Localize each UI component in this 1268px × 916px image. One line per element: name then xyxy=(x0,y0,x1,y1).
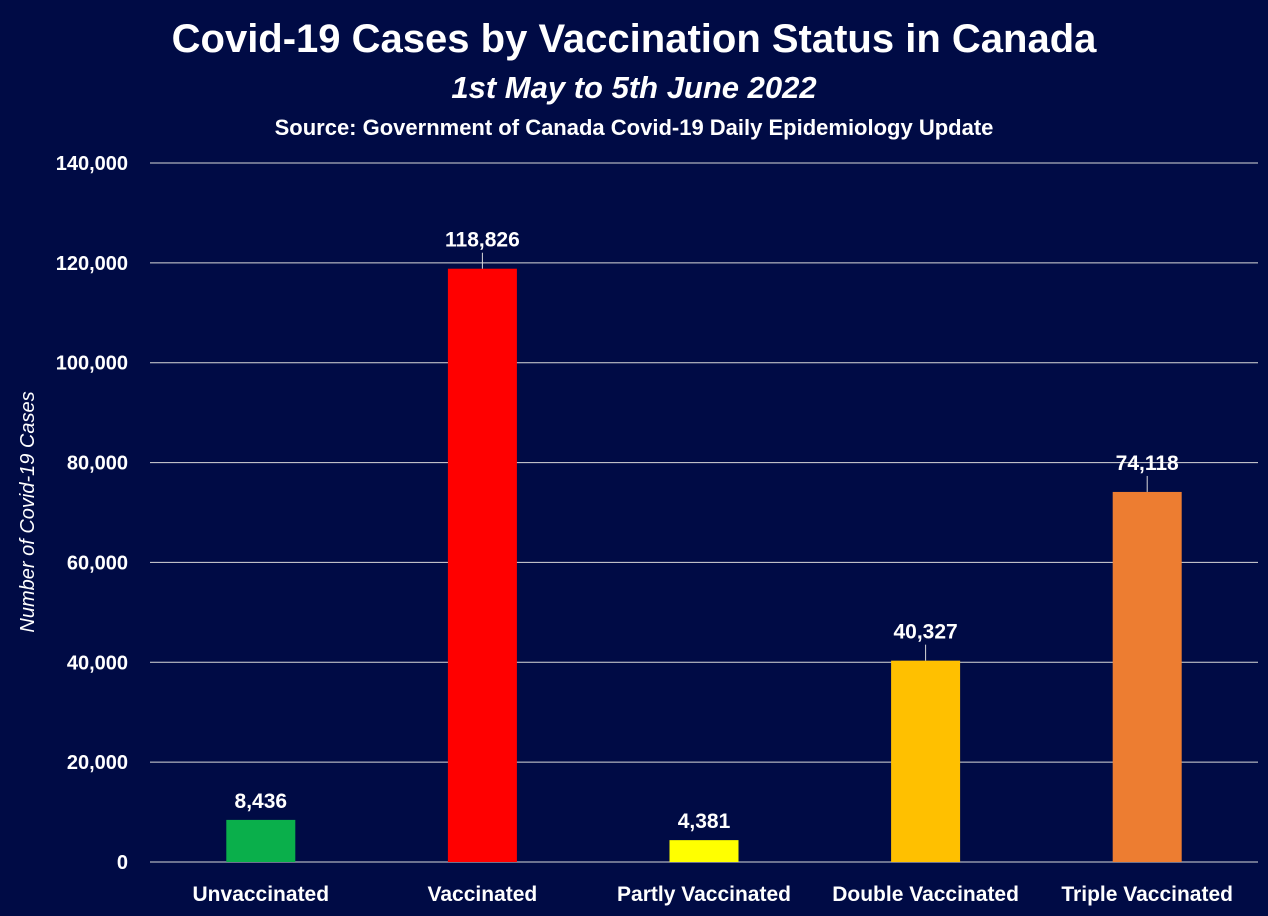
data-label-2: 4,381 xyxy=(678,810,731,833)
y-tick-label-2: 40,000 xyxy=(67,652,128,674)
data-label-1: 118,826 xyxy=(445,229,520,252)
y-tick-label-0: 0 xyxy=(117,852,128,874)
x-category-label-4: Triple Vaccinated xyxy=(1061,883,1233,906)
bars xyxy=(226,268,1182,862)
data-label-0: 8,436 xyxy=(235,790,288,813)
bar-4 xyxy=(1112,491,1182,862)
y-tick-label-6: 120,000 xyxy=(56,253,128,275)
chart-title: Covid-19 Cases by Vaccination Status in … xyxy=(172,17,1098,61)
bar-2 xyxy=(669,840,739,862)
data-labels: 8,436 118,826 4,381 40,327 74,118 xyxy=(235,229,1180,833)
x-axis-categories: Unvaccinated Vaccinated Partly Vaccinated D… xyxy=(193,883,1233,906)
x-category-label-0: Unvaccinated xyxy=(193,883,330,906)
y-tick-label-4: 80,000 xyxy=(67,453,128,475)
bar-0 xyxy=(226,819,296,862)
gridlines xyxy=(150,162,1258,863)
data-label-leaders xyxy=(481,252,1148,661)
bar-3 xyxy=(891,660,961,862)
y-axis-label: Number of Covid-19 Cases xyxy=(17,391,39,632)
y-tick-label-1: 20,000 xyxy=(67,752,128,774)
chart-subtitle: 1st May to 5th June 2022 xyxy=(451,70,816,105)
y-tick-label-3: 60,000 xyxy=(67,552,128,574)
x-category-label-1: Vaccinated xyxy=(428,883,538,906)
x-category-label-2: Partly Vaccinated xyxy=(617,883,791,906)
chart-source: Source: Government of Canada Covid-19 Da… xyxy=(275,115,994,140)
y-axis-ticks: 0 20,000 40,000 60,000 80,000 100,000 120,000 1… xyxy=(56,153,128,874)
data-label-3: 40,327 xyxy=(893,621,957,644)
data-label-4: 74,118 xyxy=(1116,452,1179,475)
y-tick-label-7: 140,000 xyxy=(56,153,128,175)
y-tick-label-5: 100,000 xyxy=(56,353,128,375)
bar-1 xyxy=(447,268,517,862)
x-category-label-3: Double Vaccinated xyxy=(832,883,1019,906)
